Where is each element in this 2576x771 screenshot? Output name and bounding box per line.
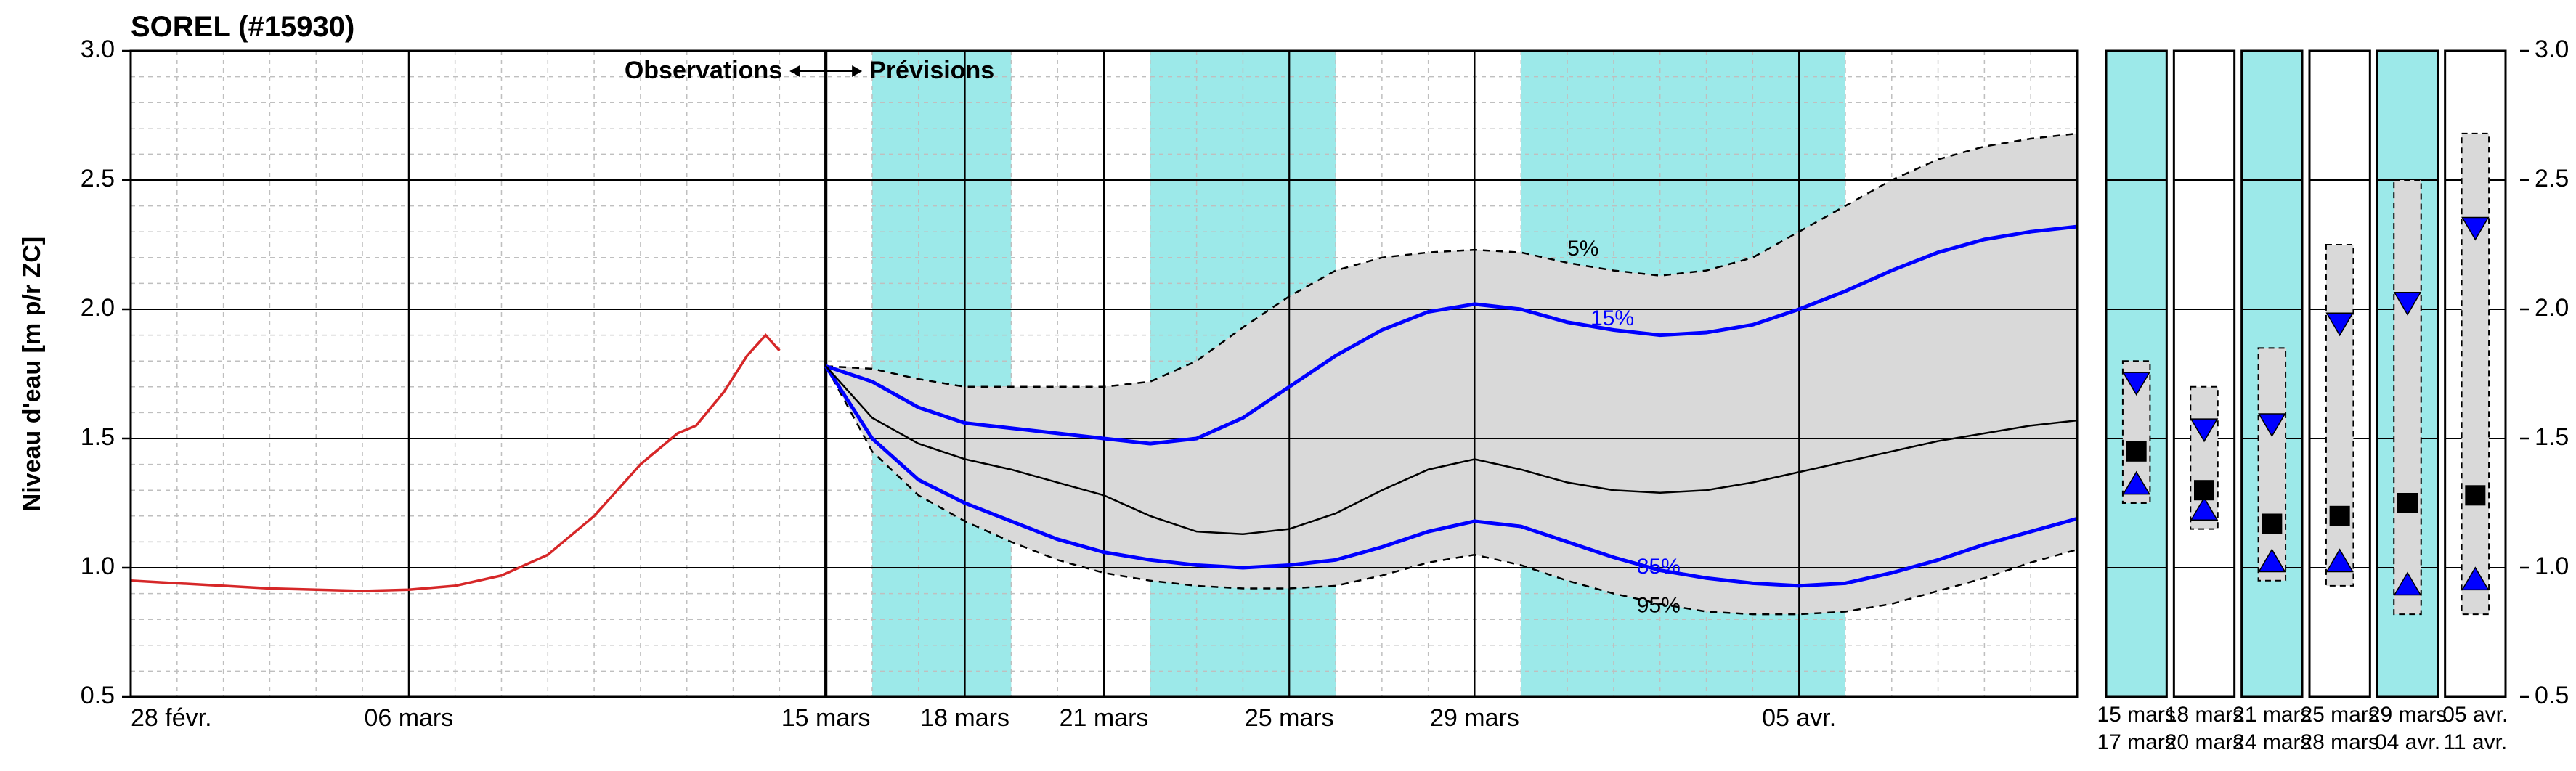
ytick-label-right: 0.5 bbox=[2535, 682, 2569, 709]
panel-frame bbox=[2174, 51, 2234, 697]
panel-label-bot: 17 mars bbox=[2097, 730, 2175, 754]
xtick-label: 25 mars bbox=[1245, 704, 1334, 732]
panel-label-top: 18 mars bbox=[2165, 703, 2243, 727]
square-icon bbox=[2194, 480, 2214, 500]
panel-label-bot: 11 avr. bbox=[2443, 730, 2507, 754]
series-label: 85% bbox=[1637, 555, 1681, 579]
ytick-label: 3.0 bbox=[81, 36, 115, 63]
ytick-label-right: 3.0 bbox=[2535, 36, 2569, 63]
xtick-label: 15 mars bbox=[781, 704, 871, 732]
panel-box bbox=[2394, 180, 2421, 614]
main-plot: 5% 15% 85% 95% Observations Prévisions bbox=[131, 51, 2077, 697]
arrow-right-icon bbox=[852, 65, 862, 77]
panel-label-top: 05 avr. bbox=[2442, 703, 2508, 727]
panel-label-top: 15 mars bbox=[2097, 703, 2175, 727]
summary-panel: 29 mars 04 avr. bbox=[2368, 51, 2447, 754]
summary-panel: 15 mars 17 mars bbox=[2097, 51, 2175, 754]
square-icon bbox=[2397, 493, 2418, 513]
xtick-label: 21 mars bbox=[1060, 704, 1149, 732]
ytick-label-right: 1.5 bbox=[2535, 423, 2569, 451]
observations-label: Observations bbox=[625, 57, 782, 84]
series-label: 95% bbox=[1637, 593, 1681, 617]
square-icon bbox=[2330, 506, 2350, 526]
xtick-label: 29 mars bbox=[1430, 704, 1519, 732]
chart-svg: SOREL (#15930) 5% 15% 85% 95% Observations Pré… bbox=[0, 0, 2576, 771]
y-axis-label: Niveau d'eau [m p/r ZC] bbox=[18, 237, 46, 511]
panel-label-top: 21 mars bbox=[2232, 703, 2311, 727]
panel-label-bot: 20 mars bbox=[2165, 730, 2243, 754]
ytick-label: 1.5 bbox=[81, 423, 115, 451]
summary-panel: 05 avr. 11 avr. bbox=[2442, 51, 2508, 754]
ytick-label: 2.5 bbox=[81, 165, 115, 192]
panel-box bbox=[2326, 245, 2354, 586]
xtick-label: 28 févr. bbox=[131, 704, 212, 732]
ytick-label: 1.0 bbox=[81, 552, 115, 580]
ytick-label-right: 2.5 bbox=[2535, 165, 2569, 192]
panel-box bbox=[2462, 134, 2490, 614]
chart-title: SOREL (#15930) bbox=[131, 11, 354, 43]
xtick-label: 05 avr. bbox=[1762, 704, 1836, 732]
panel-box bbox=[2259, 348, 2286, 580]
panel-label-bot: 24 mars bbox=[2232, 730, 2311, 754]
panel-label-bot: 04 avr. bbox=[2375, 730, 2440, 754]
summary-panel: 18 mars 20 mars bbox=[2165, 51, 2243, 754]
arrow-left-icon bbox=[789, 65, 800, 77]
chart-container: SOREL (#15930) 5% 15% 85% 95% Observations Pré… bbox=[0, 0, 2576, 771]
xtick-label: 06 mars bbox=[364, 704, 453, 732]
series-label: 5% bbox=[1567, 237, 1598, 261]
ytick-label-right: 2.0 bbox=[2535, 294, 2569, 322]
panel-label-top: 25 mars bbox=[2300, 703, 2378, 727]
square-icon bbox=[2126, 441, 2147, 462]
ytick-label-right: 1.0 bbox=[2535, 552, 2569, 580]
square-icon bbox=[2465, 485, 2485, 505]
xtick-label: 18 mars bbox=[920, 704, 1009, 732]
summary-panel: 21 mars 24 mars bbox=[2232, 51, 2311, 754]
panel-label-bot: 28 mars bbox=[2300, 730, 2378, 754]
summary-panel: 25 mars 28 mars bbox=[2300, 51, 2378, 754]
previsions-label: Prévisions bbox=[869, 57, 994, 84]
ytick-label: 2.0 bbox=[81, 294, 115, 322]
series-label: 15% bbox=[1590, 306, 1634, 330]
panel-label-top: 29 mars bbox=[2368, 703, 2447, 727]
square-icon bbox=[2262, 513, 2282, 534]
ytick-label: 0.5 bbox=[81, 682, 115, 709]
